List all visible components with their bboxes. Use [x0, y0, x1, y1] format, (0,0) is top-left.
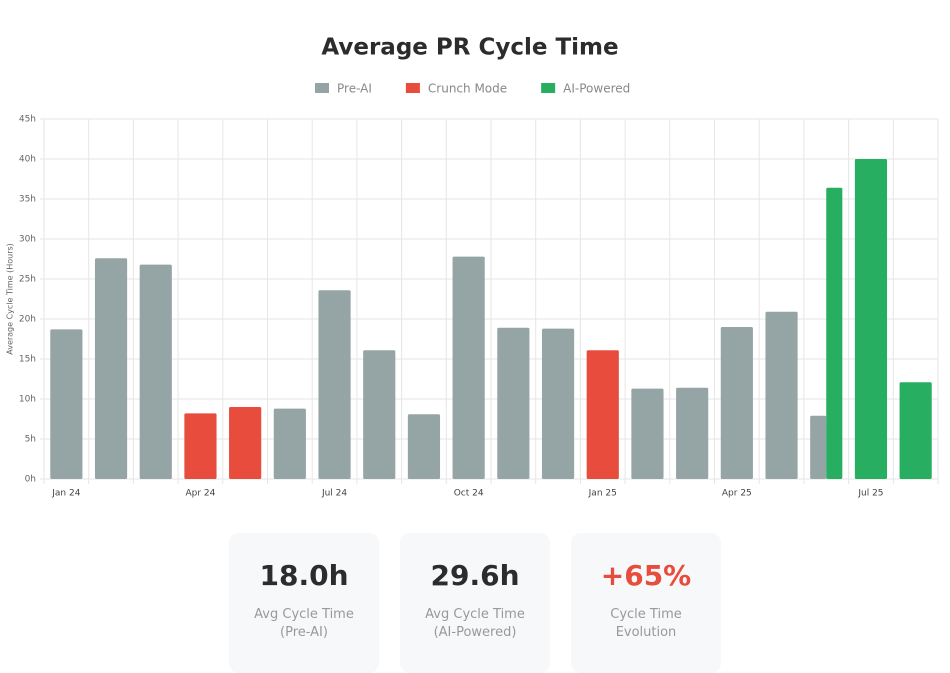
y-tick-label: 30h — [19, 235, 36, 245]
y-tick-label: 10h — [19, 395, 36, 405]
x-tick-label: Jul 25 — [857, 489, 883, 499]
chart: Average PR Cycle Time Average Cycle Time… — [6, 35, 939, 499]
page: Average PR Cycle Time Average Cycle Time… — [5, 34, 939, 640]
stat-label: Cycle Time Evolution — [610, 607, 682, 640]
y-tick-label: 45h — [19, 115, 36, 125]
bar — [899, 382, 932, 479]
bar — [139, 264, 172, 479]
bar — [363, 350, 396, 479]
stat-cards: 18.0h Avg Cycle Time (Pre-AI) 29.6h Avg Cyc… — [0, 533, 950, 673]
stat-label: Avg Cycle Time (AI-Powered) — [425, 607, 525, 640]
bar — [765, 311, 798, 479]
y-tick-label: 15h — [19, 355, 36, 365]
bar — [184, 413, 217, 479]
bar — [826, 187, 843, 480]
legend-label: AI-Powered — [563, 82, 630, 96]
legend-label: Pre-AI — [337, 82, 372, 96]
x-tick-label: Jan 25 — [588, 489, 617, 499]
legend-swatch — [541, 83, 556, 93]
stat-value: 18.0h — [259, 559, 349, 592]
bar — [318, 290, 351, 479]
bar — [720, 327, 753, 479]
y-axis-label: Average Cycle Time (Hours) — [6, 243, 15, 355]
stat-value: +65% — [600, 559, 692, 592]
bar — [94, 258, 128, 479]
stat-label: Avg Cycle Time (Pre-AI) — [254, 607, 354, 640]
bar — [541, 328, 575, 479]
bar — [854, 159, 888, 479]
stat-value: 29.6h — [430, 559, 520, 592]
bar — [407, 414, 441, 479]
y-tick-label: 0h — [25, 475, 36, 485]
legend-swatch — [315, 83, 329, 93]
chart-title: Average PR Cycle Time — [321, 35, 618, 61]
bar — [586, 350, 619, 479]
stat-card: +65% Cycle Time Evolution — [571, 533, 721, 673]
x-tick-label: Jul 24 — [321, 489, 347, 499]
bar — [631, 388, 664, 479]
legend-label: Crunch Mode — [428, 82, 507, 96]
x-tick-label: Jan 24 — [51, 489, 80, 499]
bar — [810, 415, 827, 479]
bar — [497, 327, 530, 479]
y-tick-label: 35h — [19, 195, 36, 205]
stat-card: 29.6h Avg Cycle Time (AI-Powered) — [400, 533, 550, 673]
bar — [676, 387, 709, 479]
stat-card: 18.0h Avg Cycle Time (Pre-AI) — [229, 533, 379, 673]
x-tick-label: Apr 24 — [186, 489, 216, 499]
x-tick-label: Apr 25 — [722, 489, 752, 499]
bar — [50, 329, 83, 479]
legend-swatch — [405, 83, 420, 93]
y-tick-label: 20h — [19, 315, 36, 325]
y-tick-label: 25h — [19, 275, 36, 285]
bar — [452, 256, 485, 479]
y-tick-label: 5h — [25, 435, 36, 445]
bar — [273, 408, 306, 479]
bar — [229, 407, 262, 479]
y-tick-label: 40h — [19, 155, 36, 165]
x-tick-label: Oct 24 — [454, 489, 484, 499]
